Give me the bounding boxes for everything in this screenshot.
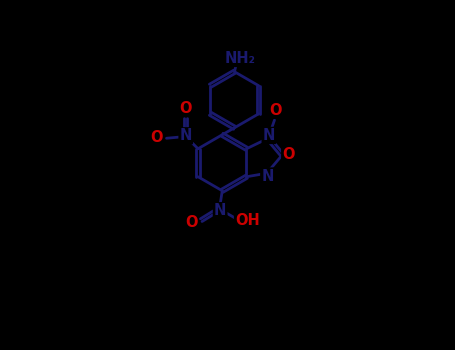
Text: N: N xyxy=(214,203,226,218)
Text: N: N xyxy=(261,169,274,183)
Text: O: O xyxy=(269,103,282,118)
Text: O: O xyxy=(151,130,163,145)
Text: N: N xyxy=(263,128,275,143)
Text: N: N xyxy=(180,128,192,143)
Text: OH: OH xyxy=(235,214,260,228)
Text: O: O xyxy=(185,216,198,230)
Text: O: O xyxy=(180,101,192,116)
Text: NH₂: NH₂ xyxy=(224,51,255,66)
Text: O: O xyxy=(282,147,295,162)
